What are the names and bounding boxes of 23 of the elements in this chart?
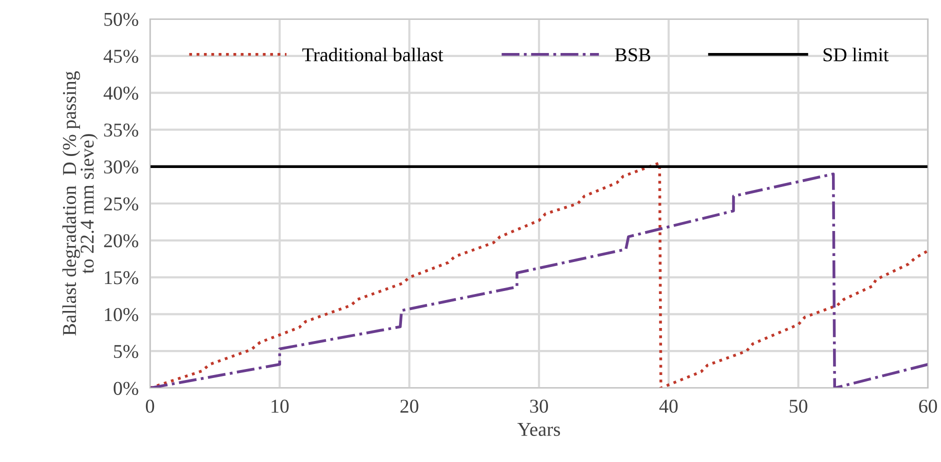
y-tick-label: 10% <box>104 308 138 322</box>
x-tick-label: 10 <box>272 400 289 413</box>
legend-label: Traditional ballast <box>302 48 444 62</box>
y-axis-title: Ballast degradation D (% passing to 22.4 mm sieve) <box>62 71 98 336</box>
x-tick-label: 30 <box>530 400 548 413</box>
y-tick-label: 5% <box>114 344 138 358</box>
x-tick-label: 40 <box>659 400 678 413</box>
y-tick-label: 25% <box>104 197 138 210</box>
y-tick-label: 50% <box>104 12 138 26</box>
x-axis-title: Years <box>518 423 560 436</box>
legend-label: SD limit <box>824 48 889 62</box>
x-tick-label: 20 <box>400 400 418 413</box>
y-tick-label: 35% <box>104 124 138 137</box>
y-tick-label: 15% <box>104 271 138 284</box>
y-tick-label: 0% <box>114 382 138 395</box>
y-tick-label: 40% <box>104 86 138 100</box>
y-tick-label: 20% <box>104 234 138 248</box>
x-tick-label: 60 <box>919 400 937 413</box>
y-tick-label: 45% <box>104 50 138 63</box>
legend-label: BSB <box>615 48 650 62</box>
x-tick-label: 50 <box>790 400 808 413</box>
y-tick-label: 30% <box>104 160 138 174</box>
x-tick-label: 0 <box>146 400 154 413</box>
